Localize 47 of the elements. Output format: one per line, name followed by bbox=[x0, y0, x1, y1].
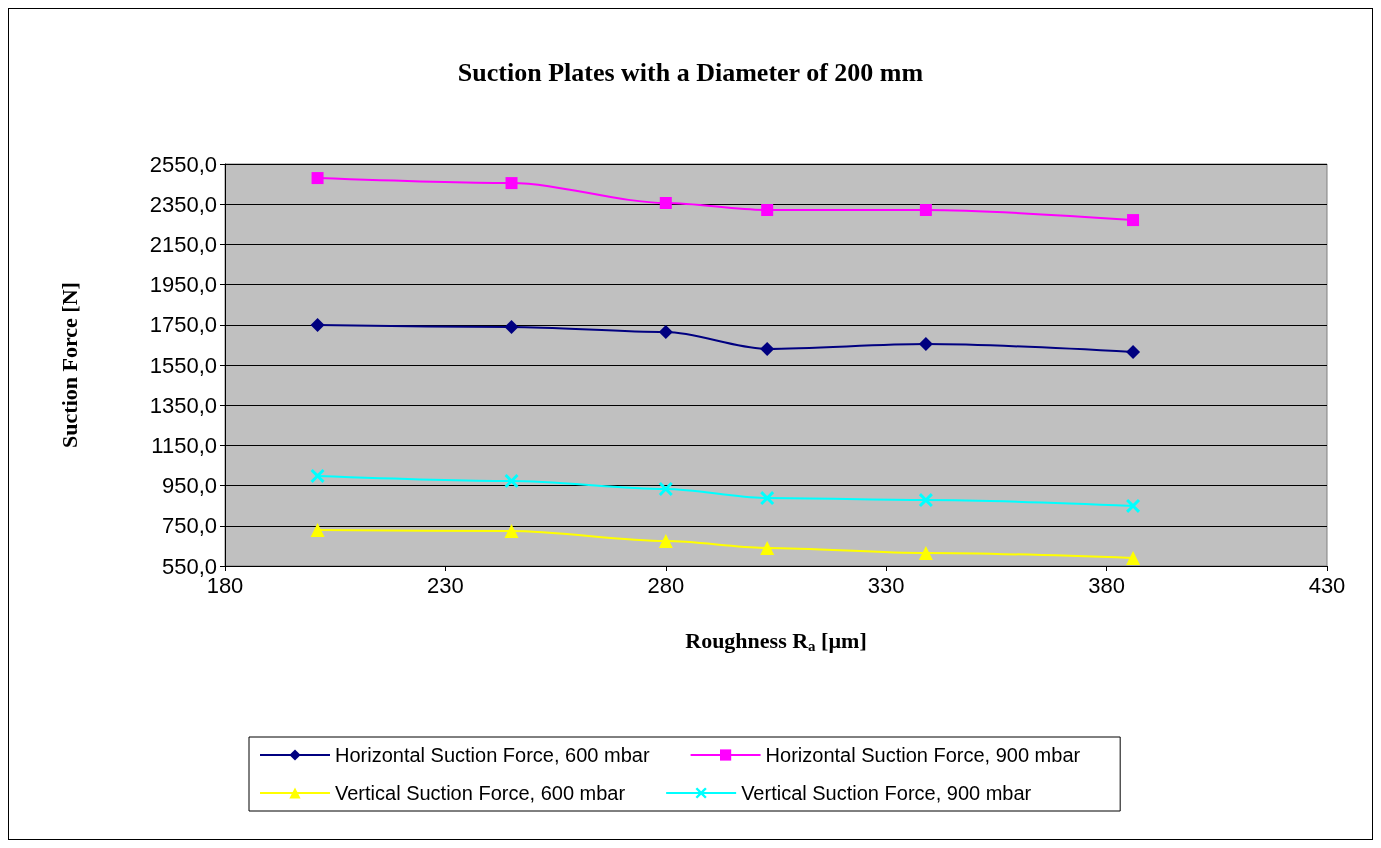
y-tick-label: 950,0 bbox=[161, 473, 217, 499]
point bbox=[1126, 498, 1141, 513]
x-tick-label: 430 bbox=[1308, 572, 1346, 598]
point bbox=[1126, 344, 1141, 359]
x-tick-label: 380 bbox=[1088, 572, 1125, 598]
y-tick-label: 1350,0 bbox=[149, 392, 217, 418]
point bbox=[504, 473, 519, 488]
x-axis-title: Roughness Ra [µm] bbox=[685, 628, 867, 654]
point bbox=[760, 491, 775, 506]
legend-label: Horizontal Suction Force, 900 mbar bbox=[765, 744, 1081, 766]
point bbox=[310, 523, 325, 538]
point bbox=[658, 325, 673, 340]
point bbox=[918, 337, 933, 352]
y-tick-label: 1950,0 bbox=[149, 272, 217, 298]
y-tick-label: 550,0 bbox=[161, 553, 217, 579]
legend-label: Horizontal Suction Force, 600 mbar bbox=[335, 744, 650, 766]
point bbox=[310, 468, 325, 483]
point bbox=[658, 482, 673, 497]
y-tick-label: 1750,0 bbox=[149, 312, 217, 338]
point bbox=[1127, 214, 1140, 227]
x-tick-label: 230 bbox=[427, 572, 464, 598]
point bbox=[659, 196, 672, 209]
point bbox=[310, 318, 325, 332]
point bbox=[761, 204, 774, 217]
point bbox=[658, 534, 673, 549]
point bbox=[505, 177, 518, 190]
chart-title: Suction Plates with a Diameter of 200 mm bbox=[457, 57, 924, 87]
y-tick-label: 1550,0 bbox=[149, 352, 217, 378]
point bbox=[311, 172, 324, 185]
point bbox=[760, 341, 775, 356]
y-tick-label: 2550,0 bbox=[149, 151, 217, 177]
y-tick-label: 2150,0 bbox=[149, 231, 217, 257]
point bbox=[1126, 550, 1141, 565]
point bbox=[918, 493, 933, 508]
legend-label: Vertical Suction Force, 900 mbar bbox=[741, 782, 1032, 804]
y-axis-title: Suction Force [N] bbox=[56, 282, 82, 448]
point bbox=[918, 545, 933, 560]
point bbox=[919, 204, 932, 217]
x-tick-label: 330 bbox=[867, 572, 905, 598]
point bbox=[504, 320, 519, 335]
y-tick-label: 1150,0 bbox=[151, 432, 217, 458]
legend-label: Vertical Suction Force, 600 mbar bbox=[335, 782, 626, 804]
x-tick-label: 280 bbox=[647, 572, 685, 598]
point bbox=[504, 524, 519, 539]
y-tick-label: 2350,0 bbox=[149, 191, 217, 217]
y-tick-label: 750,0 bbox=[161, 513, 217, 539]
point bbox=[760, 540, 775, 555]
